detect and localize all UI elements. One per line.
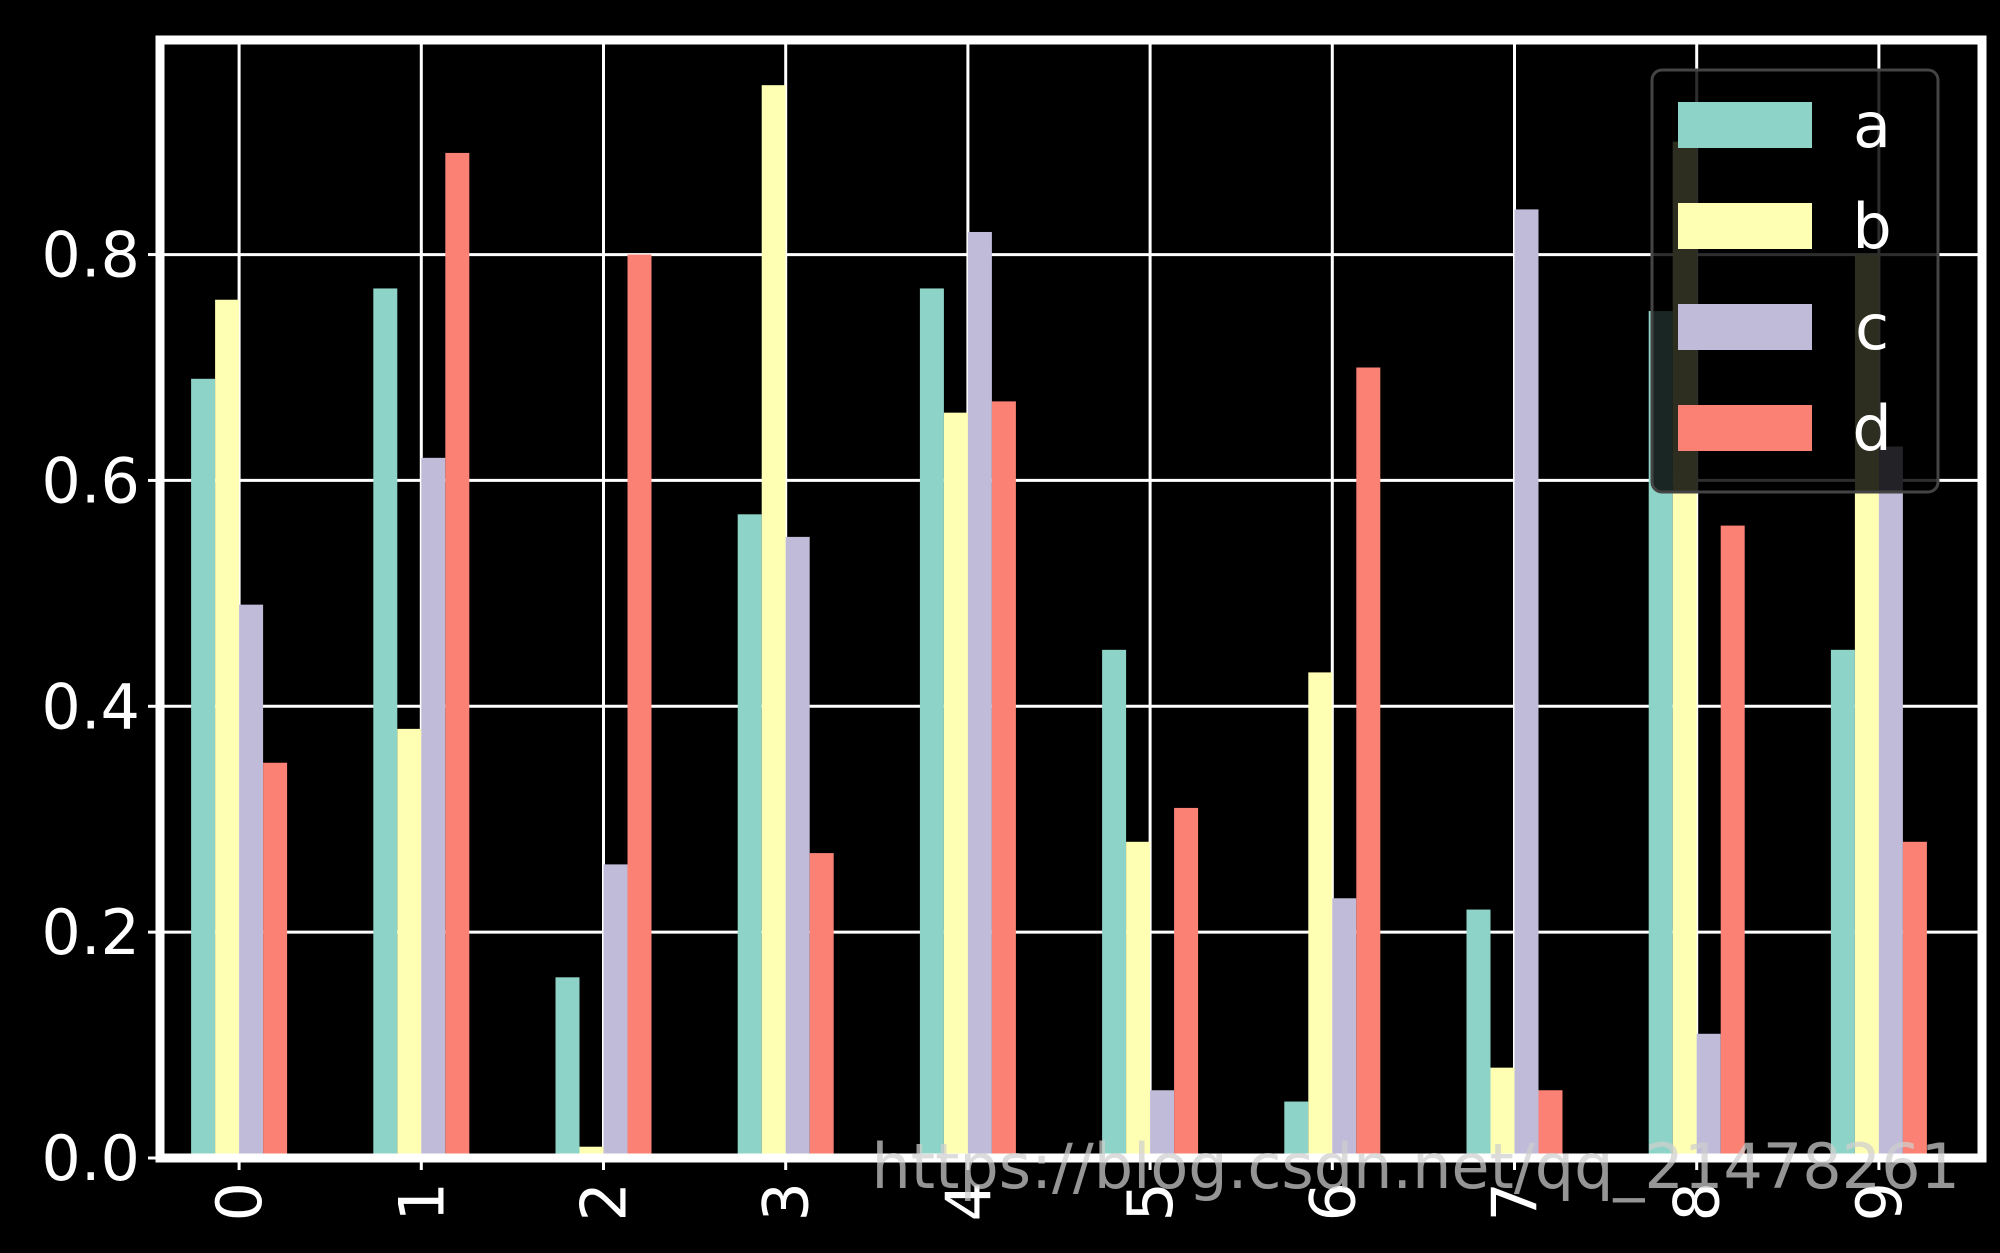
legend-swatch-c bbox=[1678, 304, 1812, 350]
bar-c-8 bbox=[1696, 1033, 1721, 1158]
bar-d-7 bbox=[1538, 1090, 1563, 1158]
y-tick-label-0: 0.0 bbox=[41, 1122, 140, 1195]
x-tick-label-9: 9 bbox=[1843, 1182, 1916, 1221]
legend-label-b: b bbox=[1852, 190, 1891, 263]
bar-c-0 bbox=[239, 604, 264, 1158]
bar-b-5 bbox=[1126, 841, 1151, 1158]
bar-a-1 bbox=[373, 288, 398, 1158]
bar-c-4 bbox=[967, 231, 992, 1158]
x-tick-label-2: 2 bbox=[568, 1182, 641, 1221]
bar-c-3 bbox=[785, 536, 810, 1158]
y-tick-label-2: 0.4 bbox=[41, 670, 140, 743]
legend-label-a: a bbox=[1853, 89, 1891, 162]
x-tick-label-0: 0 bbox=[203, 1182, 276, 1221]
watermark-text: https://blog.csdn.net/qq_21478261 bbox=[872, 1130, 1960, 1203]
bar-c-6 bbox=[1332, 898, 1357, 1158]
bar-d-4 bbox=[991, 401, 1016, 1158]
bar-d-6 bbox=[1356, 367, 1381, 1158]
x-tick-label-3: 3 bbox=[750, 1182, 823, 1221]
plot-frame bbox=[155, 35, 1987, 1163]
legend-label-d: d bbox=[1852, 392, 1891, 465]
bar-a-2 bbox=[555, 977, 580, 1158]
legend-swatch-d bbox=[1678, 405, 1812, 451]
bar-d-9 bbox=[1902, 841, 1927, 1158]
bar-d-2 bbox=[627, 254, 652, 1158]
y-tick-label-1: 0.2 bbox=[41, 896, 140, 969]
y-tick-label-4: 0.8 bbox=[41, 219, 140, 292]
bar-d-5 bbox=[1174, 807, 1199, 1158]
bar-b-3 bbox=[761, 85, 786, 1158]
x-tick-label-7: 7 bbox=[1479, 1182, 1552, 1221]
bar-a-4 bbox=[919, 288, 944, 1158]
legend-box bbox=[1650, 68, 1940, 494]
legend-swatch-b bbox=[1678, 203, 1812, 249]
bar-b-4 bbox=[943, 412, 968, 1159]
bar-a-3 bbox=[737, 514, 762, 1158]
bar-b-0 bbox=[215, 299, 240, 1158]
bar-b-1 bbox=[397, 728, 422, 1158]
x-tick-label-6: 6 bbox=[1296, 1182, 1369, 1221]
bar-c-9 bbox=[1878, 446, 1903, 1159]
bar-a-5 bbox=[1102, 649, 1127, 1158]
bar-b-6 bbox=[1308, 672, 1333, 1158]
bar-d-1 bbox=[445, 152, 470, 1158]
bar-c-2 bbox=[603, 864, 628, 1158]
x-axis-ticks: 0 1 2 3 4 5 6 7 8 9 bbox=[203, 1158, 1916, 1221]
bar-a-7 bbox=[1466, 909, 1491, 1158]
x-tick-label-5: 5 bbox=[1114, 1182, 1187, 1221]
y-axis-ticks: 0.0 0.2 0.4 0.6 0.8 bbox=[41, 219, 160, 1195]
y-tick-label-3: 0.6 bbox=[41, 444, 140, 517]
bar-c-1 bbox=[421, 457, 446, 1158]
bar-c-5 bbox=[1150, 1090, 1175, 1158]
bar-c-7 bbox=[1514, 209, 1539, 1159]
legend-label-c: c bbox=[1855, 291, 1889, 364]
x-tick-label-1: 1 bbox=[385, 1182, 458, 1221]
bar-a-9 bbox=[1830, 649, 1855, 1158]
bar-d-0 bbox=[263, 762, 288, 1158]
bar-d-3 bbox=[809, 853, 834, 1158]
bar-a-0 bbox=[191, 378, 216, 1159]
bar-a-6 bbox=[1284, 1101, 1309, 1158]
bar-b-2 bbox=[579, 1146, 604, 1158]
bar-b-7 bbox=[1490, 1067, 1515, 1158]
x-tick-label-8: 8 bbox=[1661, 1182, 1734, 1221]
bar-d-8 bbox=[1720, 525, 1745, 1158]
x-tick-label-4: 4 bbox=[932, 1182, 1005, 1221]
legend-swatch-a bbox=[1678, 102, 1812, 148]
